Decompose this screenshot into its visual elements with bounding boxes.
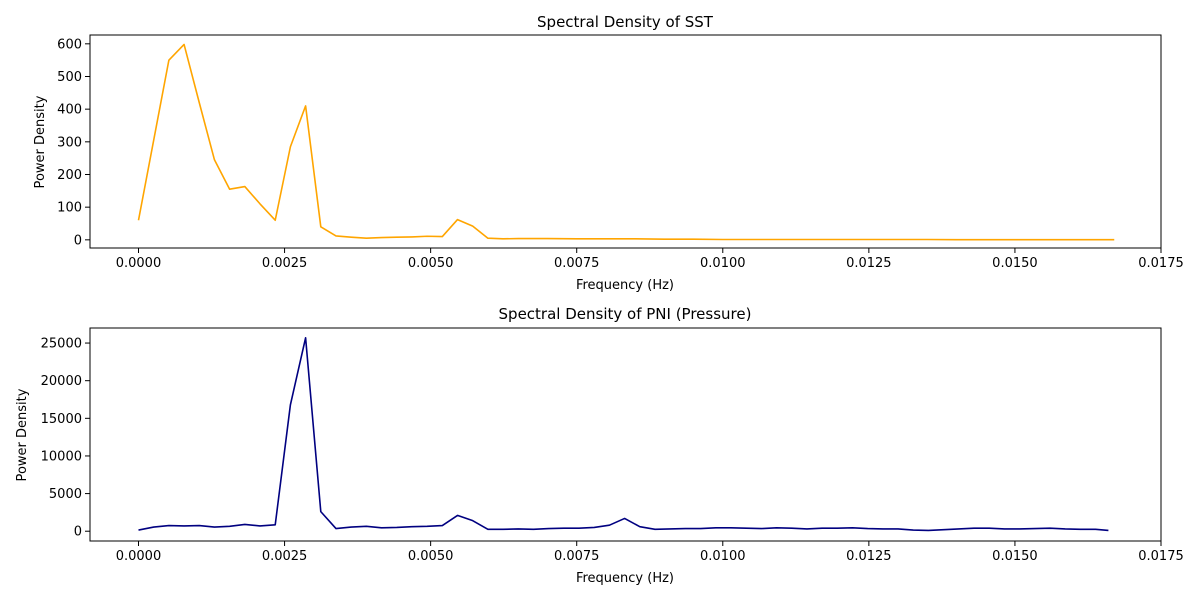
y-tick-label: 300	[57, 135, 82, 150]
y-tick-label: 15000	[41, 412, 82, 427]
x-tick-label: 0.0075	[554, 549, 600, 564]
x-tick-label: 0.0050	[408, 549, 454, 564]
y-tick-label: 500	[57, 70, 82, 85]
y-tick-label: 100	[57, 201, 82, 216]
x-axis-label: Frequency (Hz)	[576, 571, 674, 586]
x-axis-label: Frequency (Hz)	[576, 278, 674, 293]
plot-area-frame	[89, 34, 1162, 249]
chart-panel-sst: Spectral Density of SST 0.0000 0.0025 0.00…	[33, 13, 1184, 293]
y-ticks: 0 5000 10000 15000 20000 25000	[41, 337, 90, 540]
x-ticks: 0.0000 0.0025 0.0050 0.0075 0.0100 0.0125 0.01…	[116, 248, 1184, 271]
x-tick-label: 0.0175	[1138, 256, 1184, 271]
x-tick-label: 0.0150	[992, 549, 1038, 564]
y-tick-label: 25000	[41, 337, 82, 352]
x-tick-label: 0.0125	[846, 256, 892, 271]
x-tick-label: 0.0175	[1138, 549, 1184, 564]
chart-title: Spectral Density of SST	[537, 13, 714, 31]
y-axis-label: Power Density	[15, 388, 30, 481]
y-ticks: 0 100 200 300 400 500 600	[57, 37, 90, 248]
chart-panel-pni: Spectral Density of PNI (Pressure) 0.000…	[15, 305, 1184, 586]
y-tick-label: 0	[74, 525, 82, 540]
y-tick-label: 200	[57, 168, 82, 183]
y-tick-label: 10000	[41, 449, 82, 464]
x-tick-label: 0.0025	[262, 549, 308, 564]
y-tick-label: 400	[57, 103, 82, 118]
y-tick-label: 600	[57, 37, 82, 52]
x-tick-label: 0.0125	[846, 549, 892, 564]
x-tick-label: 0.0000	[116, 256, 162, 271]
x-tick-label: 0.0100	[700, 256, 746, 271]
series-lines	[137, 43, 1115, 241]
y-tick-label: 5000	[49, 487, 82, 502]
x-tick-label: 0.0075	[554, 256, 600, 271]
plot-area-frame	[89, 327, 1162, 542]
y-tick-label: 0	[74, 233, 82, 248]
series-line	[137, 43, 1115, 241]
x-tick-label: 0.0050	[408, 256, 454, 271]
x-tick-label: 0.0000	[116, 549, 162, 564]
y-axis-label: Power Density	[33, 95, 48, 188]
x-ticks: 0.0000 0.0025 0.0050 0.0075 0.0100 0.0125 0.01…	[116, 541, 1184, 564]
x-tick-label: 0.0150	[992, 256, 1038, 271]
x-tick-label: 0.0025	[262, 256, 308, 271]
y-tick-label: 20000	[41, 374, 82, 389]
series-line	[138, 336, 1109, 532]
chart-title: Spectral Density of PNI (Pressure)	[499, 305, 752, 323]
x-tick-label: 0.0100	[700, 549, 746, 564]
series-lines	[138, 336, 1109, 532]
